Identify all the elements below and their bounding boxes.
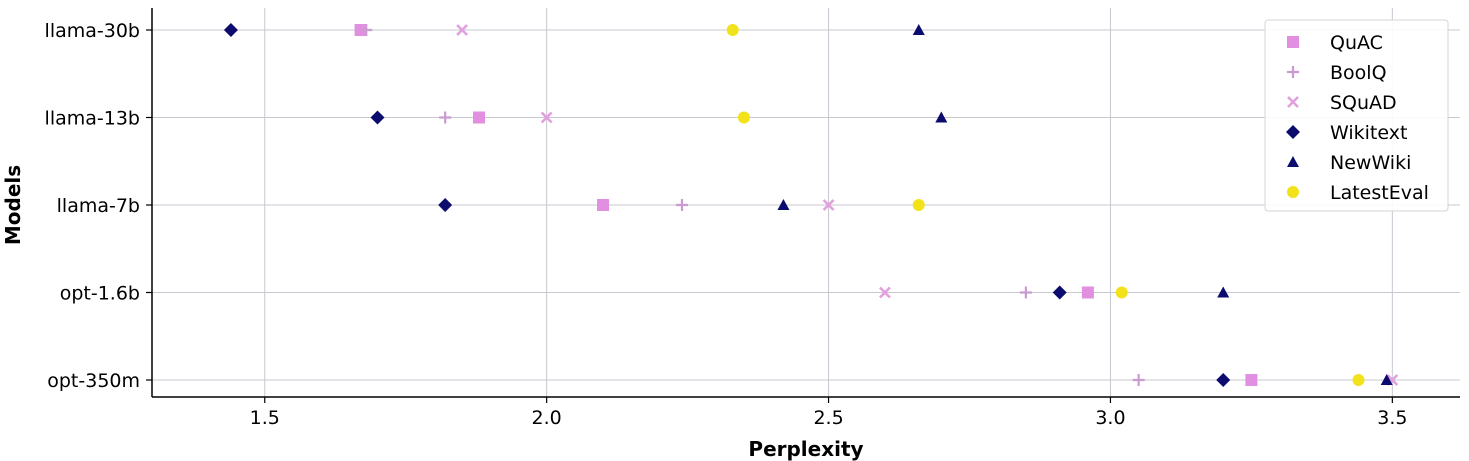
wikitext-point bbox=[370, 110, 385, 125]
ticks: 1.5 2.0 2.5 3.0 3.5 llama-30b llama-13b llama-7… bbox=[45, 20, 1408, 429]
legend-marker-wikitext bbox=[1286, 125, 1300, 139]
x-tick-label: 3.5 bbox=[1377, 407, 1407, 429]
wikitext-point bbox=[1052, 285, 1067, 300]
legend-marker-latesteval bbox=[1287, 186, 1299, 198]
newwiki-point bbox=[1380, 374, 1393, 385]
legend: QuAC BoolQ SQuAD Wikitext NewWiki LatestEval bbox=[1264, 19, 1449, 212]
y-tick-label: llama-30b bbox=[45, 20, 140, 42]
legend-marker-squad bbox=[1287, 96, 1299, 108]
boolq-point bbox=[1019, 286, 1032, 299]
quac-point bbox=[597, 199, 610, 211]
boolq-point bbox=[1132, 374, 1145, 386]
latesteval-point bbox=[912, 199, 925, 211]
squad-point bbox=[540, 111, 553, 124]
legend-label-squad: SQuAD bbox=[1330, 92, 1397, 114]
legend-marker-boolq bbox=[1287, 66, 1299, 78]
latesteval-point bbox=[737, 111, 750, 124]
y-axis-title: Models bbox=[1, 165, 25, 245]
legend-label-wikitext: Wikitext bbox=[1330, 122, 1407, 144]
axes bbox=[151, 8, 1460, 398]
x-tick-label: 1.5 bbox=[250, 407, 280, 429]
data-points bbox=[223, 23, 1399, 387]
legend-label-newwiki: NewWiki bbox=[1330, 152, 1411, 174]
boolq-point bbox=[439, 111, 452, 124]
quac-point bbox=[473, 111, 485, 124]
newwiki-point bbox=[935, 111, 948, 123]
newwiki-point bbox=[912, 24, 925, 35]
legend-label-boolq: BoolQ bbox=[1330, 62, 1387, 84]
latesteval-point bbox=[1352, 374, 1365, 386]
legend-marker-quac bbox=[1287, 36, 1299, 48]
boolq-point bbox=[360, 24, 373, 36]
newwiki-point bbox=[777, 199, 790, 210]
boolq-point bbox=[675, 199, 688, 211]
y-tick-label: opt-1.6b bbox=[60, 283, 140, 305]
x-tick-label: 2.0 bbox=[532, 407, 562, 429]
quac-point bbox=[1245, 374, 1258, 386]
latesteval-point bbox=[726, 24, 739, 36]
y-tick-label: llama-13b bbox=[45, 108, 140, 130]
x-tick-label: 2.5 bbox=[813, 407, 843, 429]
legend-box bbox=[1264, 19, 1449, 212]
y-tick-label: llama-7b bbox=[57, 195, 140, 217]
latesteval-point bbox=[1115, 286, 1128, 299]
newwiki-point bbox=[1217, 286, 1230, 298]
squad-point bbox=[456, 24, 469, 36]
x-axis-title: Perplexity bbox=[748, 437, 863, 461]
squad-point bbox=[822, 199, 835, 211]
x-tick-label: 3.0 bbox=[1095, 407, 1125, 429]
quac-point bbox=[1081, 286, 1094, 299]
wikitext-point bbox=[1216, 373, 1231, 387]
legend-label-latesteval: LatestEval bbox=[1330, 182, 1429, 204]
y-tick-label: opt-350m bbox=[47, 370, 140, 392]
legend-marker-newwiki bbox=[1287, 156, 1299, 167]
wikitext-point bbox=[438, 198, 453, 212]
legend-label-quac: QuAC bbox=[1330, 32, 1383, 54]
grid-lines bbox=[152, 8, 1460, 397]
wikitext-point bbox=[223, 23, 238, 37]
squad-point bbox=[879, 286, 891, 299]
